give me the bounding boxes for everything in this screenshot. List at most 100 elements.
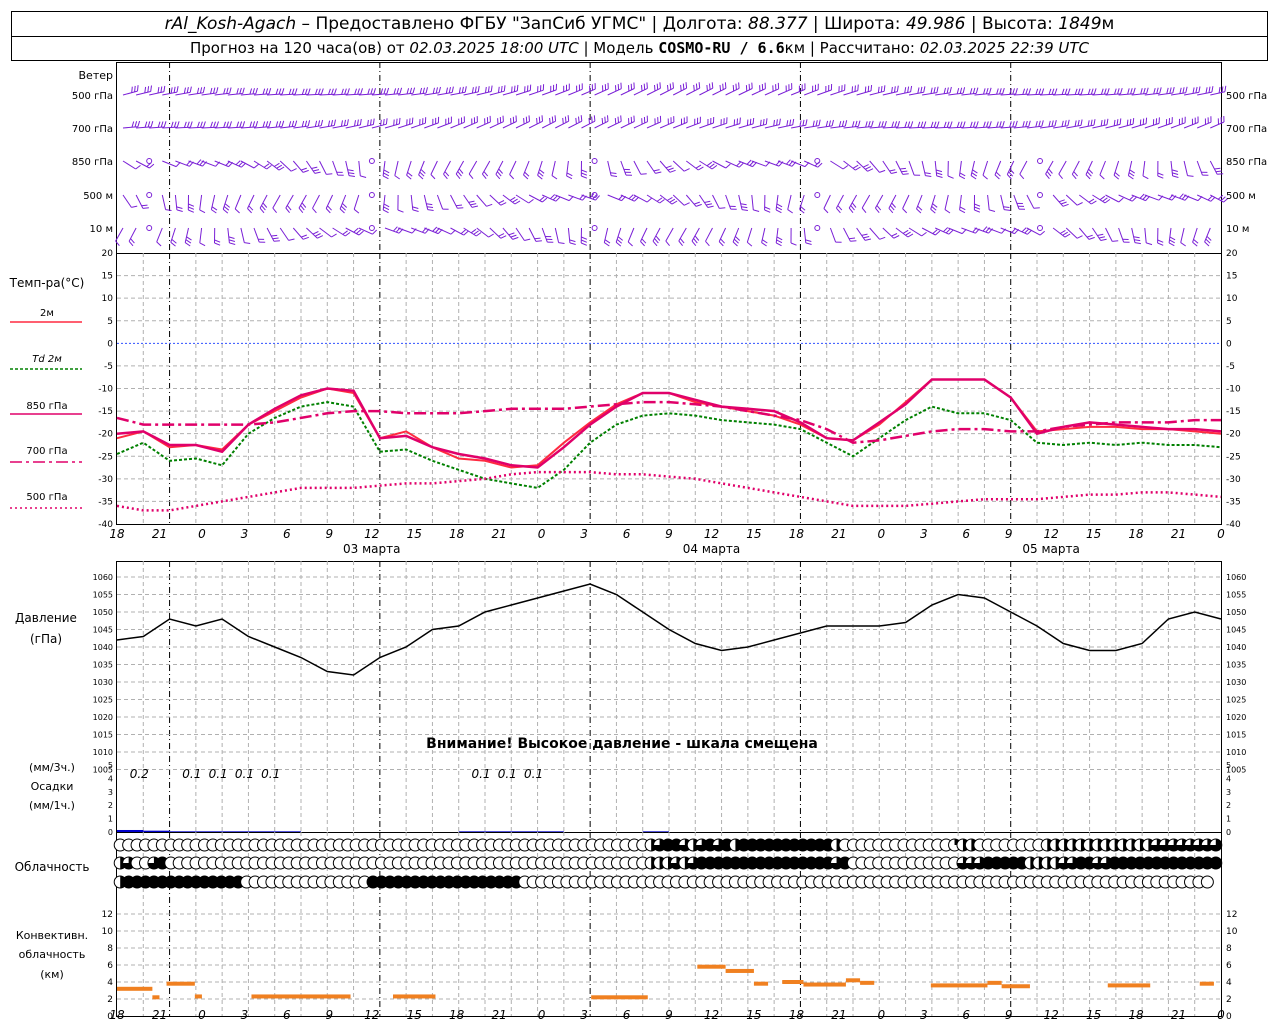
- wind-barb-shaft: [699, 122, 714, 129]
- wind-barb-feather: [189, 86, 192, 93]
- wind-barb-feather: [312, 169, 320, 172]
- wind-barb-feather: [910, 121, 914, 128]
- wind-barb-feather: [815, 120, 818, 127]
- precipitation-plot: 0.2 0.1 0.1 0.1 0.1 0.1 0.1 0.1: [117, 767, 669, 832]
- wind-barb-feather: [891, 202, 896, 208]
- wind-barb-feather: [157, 87, 160, 94]
- wind-barb-feather: [935, 169, 943, 173]
- wind-barb-feather: [667, 167, 674, 171]
- wind-barb-feather: [1035, 88, 1039, 95]
- pressure-tick-label: 1005: [93, 766, 113, 775]
- wind-barb-feather: [144, 121, 148, 128]
- pressure-tick-label: 1010: [93, 748, 113, 757]
- wind-barb-feather: [516, 84, 519, 91]
- wind-barb-shaft: [764, 124, 780, 129]
- wind-barb-feather: [210, 121, 213, 128]
- precip-tick-label: 1: [108, 815, 113, 824]
- conv-unit: (км): [40, 968, 64, 981]
- wind-barb-feather: [740, 203, 747, 206]
- wind-barb-feather: [186, 236, 192, 241]
- wind-barb-feather: [503, 85, 506, 92]
- wind-barb-feather: [1132, 118, 1135, 125]
- wind-barb-feather: [1080, 88, 1084, 95]
- time-tick-label: 0: [198, 527, 206, 541]
- wind-barb-feather: [1028, 120, 1031, 127]
- wind-barb-feather: [884, 120, 887, 127]
- calc-time: 02.03.2025 22:39 UTC: [919, 39, 1090, 57]
- temp-tick-label: 15: [102, 272, 113, 282]
- precip-amount-label: 0.1: [235, 767, 254, 781]
- header-row-forecast: Прогноз на 120 часа(ов) от 02.03.2025 18…: [189, 39, 1090, 57]
- wind-barb-feather: [1064, 233, 1071, 238]
- wind-barb-feather: [800, 206, 806, 211]
- station-name: rAl_Kosh-Agach: [164, 14, 297, 34]
- wind-barb-shaft: [306, 93, 322, 96]
- precip-amount-label: 0.1: [524, 767, 543, 781]
- wind-barb-feather: [610, 172, 617, 174]
- wind-barb-feather: [412, 206, 419, 209]
- wind-barb-feather: [495, 173, 501, 180]
- wind-barb-feather: [805, 119, 808, 126]
- wind-barb-feather: [538, 172, 544, 177]
- wind-barb-feather: [640, 173, 647, 175]
- wind-barb-feather: [380, 119, 382, 126]
- wind-barb-shaft: [848, 194, 858, 209]
- wind-barb-feather: [498, 168, 503, 174]
- wind-barb-feather: [199, 87, 203, 94]
- wind-barb-shaft: [463, 194, 473, 208]
- wind-barb-shaft: [1065, 194, 1078, 206]
- conv-tick-label: 0: [1226, 1012, 1232, 1022]
- wind-barb-feather: [1207, 195, 1213, 201]
- wind-barb-feather: [805, 242, 812, 245]
- temp-tick-label: -40: [98, 520, 113, 530]
- wind-barb-shaft: [489, 121, 504, 129]
- wind-barb-feather: [471, 87, 474, 94]
- wind-barb-feather: [959, 172, 966, 177]
- wind-barb-feather: [1205, 87, 1208, 94]
- wind-barb-shaft: [633, 160, 642, 175]
- conv-title-2: облачность: [19, 948, 86, 961]
- pressure-tick-label: 1060: [1226, 573, 1246, 582]
- wind-barb-feather: [1159, 87, 1162, 94]
- wind-barb-feather: [271, 234, 278, 237]
- wind-barb-feather: [1099, 195, 1106, 201]
- wind-barb-feather: [902, 173, 909, 175]
- wind-barb-shaft: [384, 123, 400, 129]
- wind-barb-shaft: [214, 160, 229, 168]
- wind-barb-shaft: [934, 160, 938, 176]
- wind-barb-feather: [302, 236, 309, 240]
- wind-barb-feather: [551, 175, 558, 180]
- lon-value: 88.377: [748, 14, 808, 34]
- wind-barb-feather: [867, 85, 870, 92]
- wind-barb-feather: [189, 121, 193, 128]
- wind-barb-shaft: [161, 194, 167, 210]
- precip-amount-label: 0.1: [209, 767, 228, 781]
- wind-barb-shaft: [280, 93, 296, 96]
- wind-barb-feather: [776, 236, 783, 241]
- wind-barb-feather: [216, 87, 219, 94]
- wind-barb-feather: [498, 200, 505, 204]
- wind-barb-feather: [920, 121, 924, 128]
- wind-barb-feather: [1012, 121, 1015, 128]
- wind-barb-feather: [678, 240, 683, 247]
- wind-barb-feather: [1046, 171, 1052, 177]
- wind-barb-shaft: [882, 126, 898, 129]
- wind-barb-feather: [1071, 173, 1077, 180]
- wind-barb-feather: [286, 205, 292, 211]
- time-tick-label: 12: [1044, 1008, 1059, 1022]
- time-tick-label: 0: [1217, 527, 1225, 541]
- wind-barb-feather: [1106, 88, 1110, 95]
- wind-barb-feather: [360, 88, 363, 95]
- wind-barb-feather: [268, 120, 272, 127]
- wind-barb-shaft: [325, 194, 334, 209]
- wind-barb-feather: [382, 175, 389, 180]
- wind-barb-shaft: [555, 120, 569, 129]
- wind-barb-shaft: [353, 194, 360, 210]
- wind-barb-feather: [451, 86, 454, 93]
- wind-barb-feather: [510, 234, 517, 238]
- wind-barb-feather: [593, 115, 596, 122]
- wind-barb-feather: [115, 240, 120, 247]
- wind-barb-shaft: [861, 194, 871, 209]
- wind-barb-shaft: [175, 126, 191, 129]
- wind-barb-feather: [732, 85, 735, 92]
